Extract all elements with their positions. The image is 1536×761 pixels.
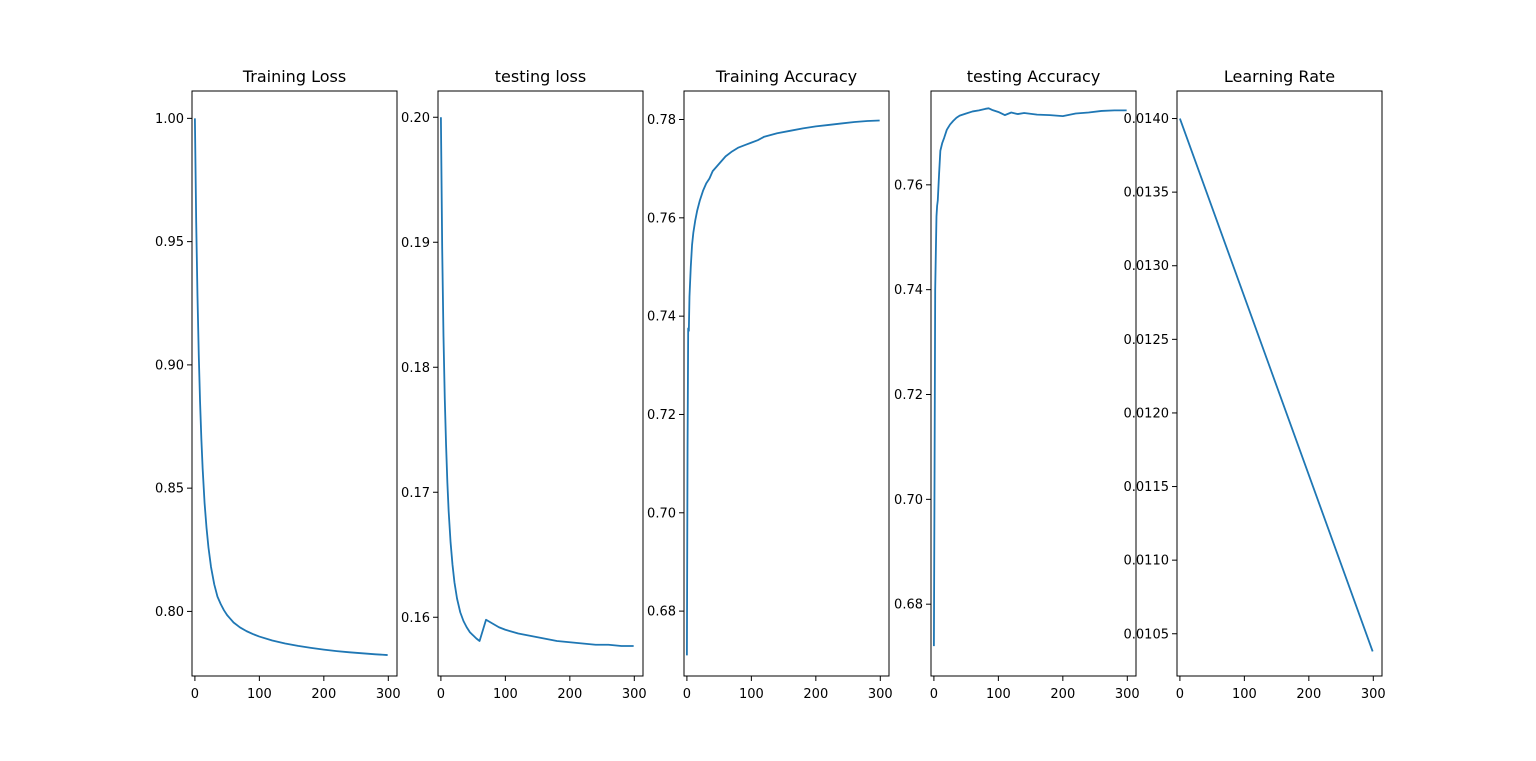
y-tick-label: 0.74 (894, 283, 923, 298)
x-tick-label: 200 (803, 687, 828, 702)
y-tick-label: 0.0105 (1124, 627, 1170, 642)
panel-title: Training Loss (242, 67, 346, 86)
y-tick-label: 0.0125 (1124, 333, 1170, 348)
x-tick-label: 100 (493, 687, 518, 702)
x-tick-label: 300 (622, 687, 647, 702)
y-tick-label: 0.76 (647, 211, 676, 226)
y-tick-label: 0.16 (401, 611, 430, 626)
y-tick-label: 0.85 (155, 482, 184, 497)
panel-training-loss: Training Loss 0 100 200 300 0.80 0.85 0.90 0.95… (155, 67, 401, 702)
panel-title: Learning Rate (1224, 67, 1335, 86)
panel-title: Training Accuracy (715, 67, 857, 86)
x-tick-label: 100 (986, 687, 1011, 702)
x-tick-label: 300 (868, 687, 893, 702)
axes-frame (1176, 90, 1383, 677)
y-tick-label: 0.0115 (1124, 480, 1170, 495)
y-tick-label: 0.70 (894, 493, 923, 508)
panel-title: testing Accuracy (967, 67, 1101, 86)
series-line (686, 119, 880, 656)
x-tick-label: 0 (683, 687, 691, 702)
series-line (194, 118, 388, 656)
y-tick-label: 0.70 (647, 506, 676, 521)
axes-frame (930, 90, 1137, 677)
series-line (1179, 118, 1374, 652)
axes-frame (191, 90, 398, 677)
y-tick-label: 0.0140 (1124, 112, 1170, 127)
y-tick-label: 0.0130 (1124, 259, 1170, 274)
y-tick-label: 0.0135 (1124, 186, 1170, 201)
panel-testing-accuracy: testing Accuracy 0 100 200 300 0.68 0.70 0.72 0… (894, 67, 1140, 702)
axes-frame (683, 90, 890, 677)
axes-frame (437, 90, 644, 677)
x-tick-label: 300 (376, 687, 401, 702)
y-tick-label: 0.19 (401, 236, 430, 251)
y-tick-label: 0.72 (647, 408, 676, 423)
x-tick-label: 100 (739, 687, 764, 702)
panel-testing-loss: testing loss 0 100 200 300 0.16 0.17 0.18 0.19 0… (401, 67, 647, 702)
panel-learning-rate: Learning Rate 0 100 200 300 0.0105 0.0110 0.01… (1124, 67, 1386, 702)
y-tick-label: 0.18 (401, 361, 430, 376)
x-tick-label: 200 (1296, 687, 1321, 702)
y-tick-label: 1.00 (155, 112, 184, 127)
panel-title: testing loss (495, 67, 586, 86)
x-tick-label: 100 (1232, 687, 1257, 702)
y-tick-label: 0.17 (401, 486, 430, 501)
x-tick-label: 0 (437, 687, 445, 702)
x-tick-label: 200 (1050, 687, 1075, 702)
y-tick-label: 0.76 (894, 178, 923, 193)
y-tick-label: 0.0120 (1124, 406, 1170, 421)
y-tick-label: 0.72 (894, 388, 923, 403)
x-tick-label: 0 (191, 687, 199, 702)
panel-training-accuracy: Training Accuracy 0 100 200 300 0.68 0.70 0.72… (647, 67, 893, 702)
y-tick-label: 0.80 (155, 605, 184, 620)
y-tick-label: 0.90 (155, 358, 184, 373)
x-tick-label: 100 (247, 687, 272, 702)
x-tick-label: 0 (1176, 687, 1184, 702)
y-tick-label: 0.78 (647, 113, 676, 128)
y-tick-label: 0.68 (894, 598, 923, 613)
series-line (933, 107, 1127, 647)
y-tick-label: 0.74 (647, 310, 676, 325)
x-tick-label: 300 (1115, 687, 1140, 702)
x-tick-label: 200 (557, 687, 582, 702)
y-tick-label: 0.95 (155, 235, 184, 250)
series-line (440, 117, 634, 647)
y-tick-label: 0.0110 (1124, 554, 1170, 569)
y-tick-label: 0.68 (647, 605, 676, 620)
x-tick-label: 200 (311, 687, 336, 702)
y-tick-label: 0.20 (401, 111, 430, 126)
x-tick-label: 300 (1361, 687, 1386, 702)
x-tick-label: 0 (930, 687, 938, 702)
